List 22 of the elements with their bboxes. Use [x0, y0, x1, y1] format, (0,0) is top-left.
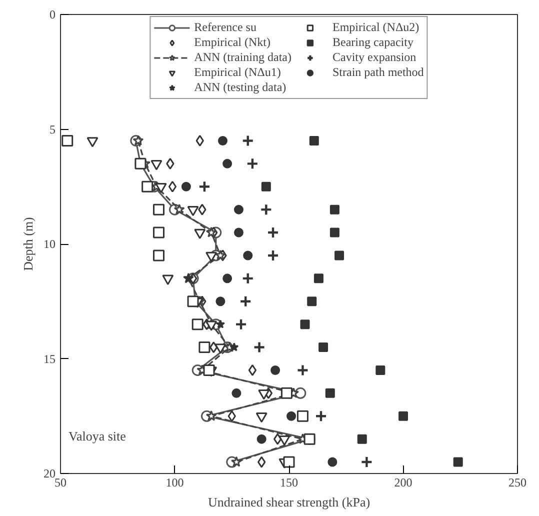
legend-label: Reference su	[194, 20, 256, 35]
legend-label: Bearing capacity	[332, 35, 414, 50]
x-tick-label: 100	[166, 476, 184, 490]
x-axis-title: Undrained shear strength (kPa)	[208, 494, 370, 510]
y-tick-label: 0	[50, 8, 56, 22]
x-tick-label: 150	[280, 476, 298, 490]
legend-label: ANN (training data)	[194, 50, 292, 65]
x-tick-label: 50	[54, 476, 66, 490]
annotation: Valoya site	[68, 428, 126, 444]
y-tick-label: 5	[50, 122, 56, 136]
x-tick-label: 200	[394, 476, 412, 490]
legend-label: Empirical (Nkt)	[194, 35, 270, 50]
legend-label: Empirical (NΔu1)	[194, 65, 281, 80]
x-tick-label: 250	[508, 476, 526, 490]
legend-label: Cavity expansion	[332, 50, 416, 65]
y-tick-label: 15	[44, 352, 56, 366]
y-tick-label: 10	[44, 237, 56, 251]
y-axis-title: Depth (m)	[20, 217, 36, 271]
legend-label: Empirical (NΔu2)	[332, 20, 420, 35]
legend-label: ANN (testing data)	[194, 80, 286, 95]
legend-label: Strain path method	[332, 65, 424, 80]
y-tick-label: 20	[44, 466, 56, 480]
